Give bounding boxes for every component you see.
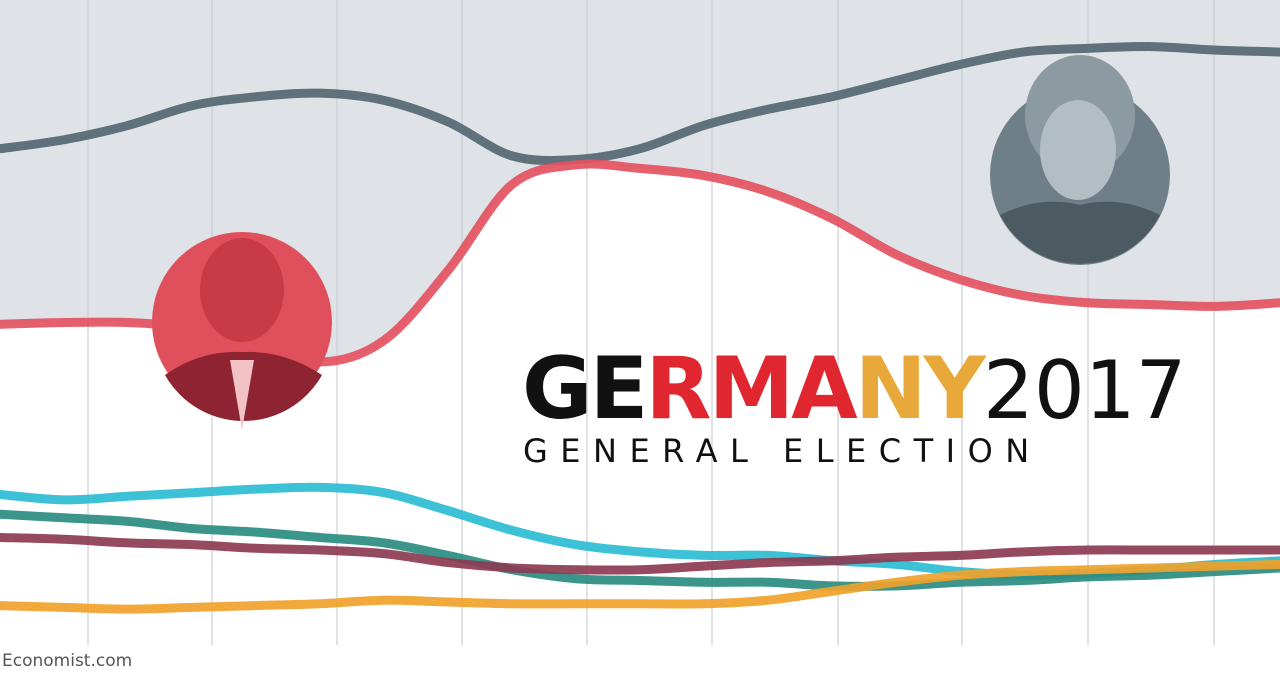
trend-line [0, 509, 1280, 591]
title: GERMANY2017 [522, 339, 1187, 439]
white-area [0, 163, 1280, 645]
source: Economist.com [2, 651, 132, 671]
portrait-right [990, 55, 1170, 265]
trend-line [0, 559, 1280, 614]
title-part: 2017 [983, 344, 1187, 437]
title-part: NY [855, 339, 988, 439]
subtitle: GENERAL ELECTION [523, 432, 1042, 470]
title-part: RMA [645, 339, 858, 439]
trend-line [0, 42, 1280, 166]
title-part: GE [522, 339, 645, 439]
trend-line [0, 533, 1280, 575]
portrait-left [152, 232, 332, 430]
